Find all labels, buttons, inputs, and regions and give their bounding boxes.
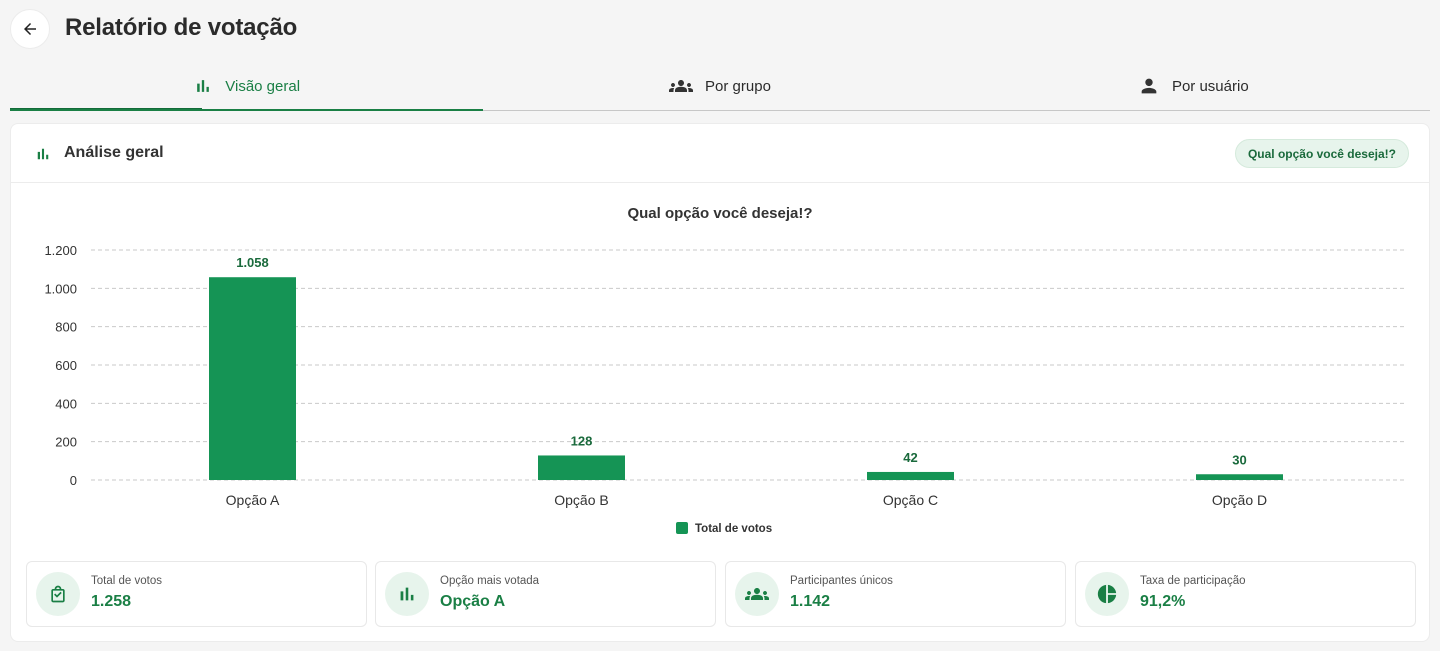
- card-header: Análise geral Qual opção você deseja!?: [11, 124, 1429, 183]
- overview-card: Análise geral Qual opção você deseja!? Q…: [10, 123, 1430, 642]
- tab-bar: Visão geral Por grupo Por usuário: [10, 62, 1430, 111]
- top-bar: Relatório de votação: [0, 0, 1440, 62]
- bar-chart-icon: [37, 148, 49, 160]
- tab-by-group[interactable]: Por grupo: [483, 62, 956, 110]
- person-icon: [1141, 78, 1157, 94]
- legend-label: Total de votos: [695, 523, 772, 535]
- stat-card-total-votes: Total de votos 1.258: [26, 561, 367, 627]
- x-tick-label: Opção A: [226, 492, 280, 508]
- x-tick-label: Opção B: [554, 492, 608, 508]
- bar-chart-icon: [400, 587, 414, 601]
- group-icon: [669, 80, 694, 92]
- chart-title: Qual opção você deseja!?: [627, 205, 812, 222]
- checked-bag-icon: [51, 585, 65, 603]
- bar-chart: Qual opção você deseja!? 0 200 400 600 800 1.0…: [44, 205, 1407, 535]
- stats-row: Total de votos 1.258 Opção mais votada O…: [26, 561, 1416, 627]
- bar-value-label: 128: [571, 433, 593, 448]
- bar-value-label: 30: [1232, 452, 1246, 467]
- tab-label: Por usuário: [1171, 77, 1249, 95]
- group-icon: [745, 588, 769, 600]
- bar: [867, 471, 954, 480]
- stat-card-unique-participants: Participantes únicos 1.142: [725, 561, 1066, 627]
- tab-overview[interactable]: Visão geral: [10, 62, 484, 111]
- bar: [1196, 474, 1283, 480]
- stat-card-top-option: Opção mais votada Opção A: [375, 561, 716, 627]
- tab-label: Por grupo: [705, 77, 771, 95]
- bar: [209, 277, 296, 480]
- bar-chart-icon: [197, 80, 210, 92]
- stat-label: Opção mais votada: [440, 575, 540, 587]
- arrow-left-icon: [24, 23, 36, 35]
- x-tick-label: Opção D: [1212, 492, 1267, 508]
- y-tick-label: 800: [55, 320, 77, 335]
- y-tick-label: 600: [55, 358, 77, 373]
- stat-value: 1.258: [91, 593, 132, 610]
- legend-swatch: [676, 522, 688, 534]
- pie-chart-icon: [1097, 584, 1117, 604]
- stat-label: Taxa de participação: [1140, 575, 1246, 587]
- tab-label: Visão geral: [225, 77, 301, 95]
- y-tick-label: 0: [70, 473, 77, 488]
- question-chip[interactable]: Qual opção você deseja!?: [1234, 139, 1409, 168]
- bar-value-label: 42: [903, 450, 917, 465]
- stat-label: Participantes únicos: [790, 575, 893, 587]
- y-tick-label: 400: [55, 396, 77, 411]
- page-title: Relatório de votação: [65, 14, 298, 41]
- chart-area: Qual opção você deseja!? 0 200 400 600 800 1.0…: [11, 184, 1429, 560]
- stat-value: 91,2%: [1140, 593, 1186, 610]
- back-button[interactable]: [10, 9, 50, 49]
- stat-label: Total de votos: [91, 575, 162, 587]
- bar: [538, 455, 625, 480]
- tab-by-user[interactable]: Por usuário: [957, 62, 1430, 110]
- stat-card-participation-rate: Taxa de participação 91,2%: [1075, 561, 1416, 627]
- y-tick-label: 1.000: [44, 281, 77, 296]
- stat-value: Opção A: [440, 593, 506, 610]
- x-tick-label: Opção C: [883, 492, 938, 508]
- y-tick-label: 200: [55, 435, 77, 450]
- bar-value-label: 1.058: [236, 255, 269, 270]
- stat-value: 1.142: [790, 593, 831, 610]
- card-title: Análise geral: [64, 144, 164, 161]
- tab-active-indicator: [10, 108, 202, 111]
- y-tick-label: 1.200: [44, 243, 77, 258]
